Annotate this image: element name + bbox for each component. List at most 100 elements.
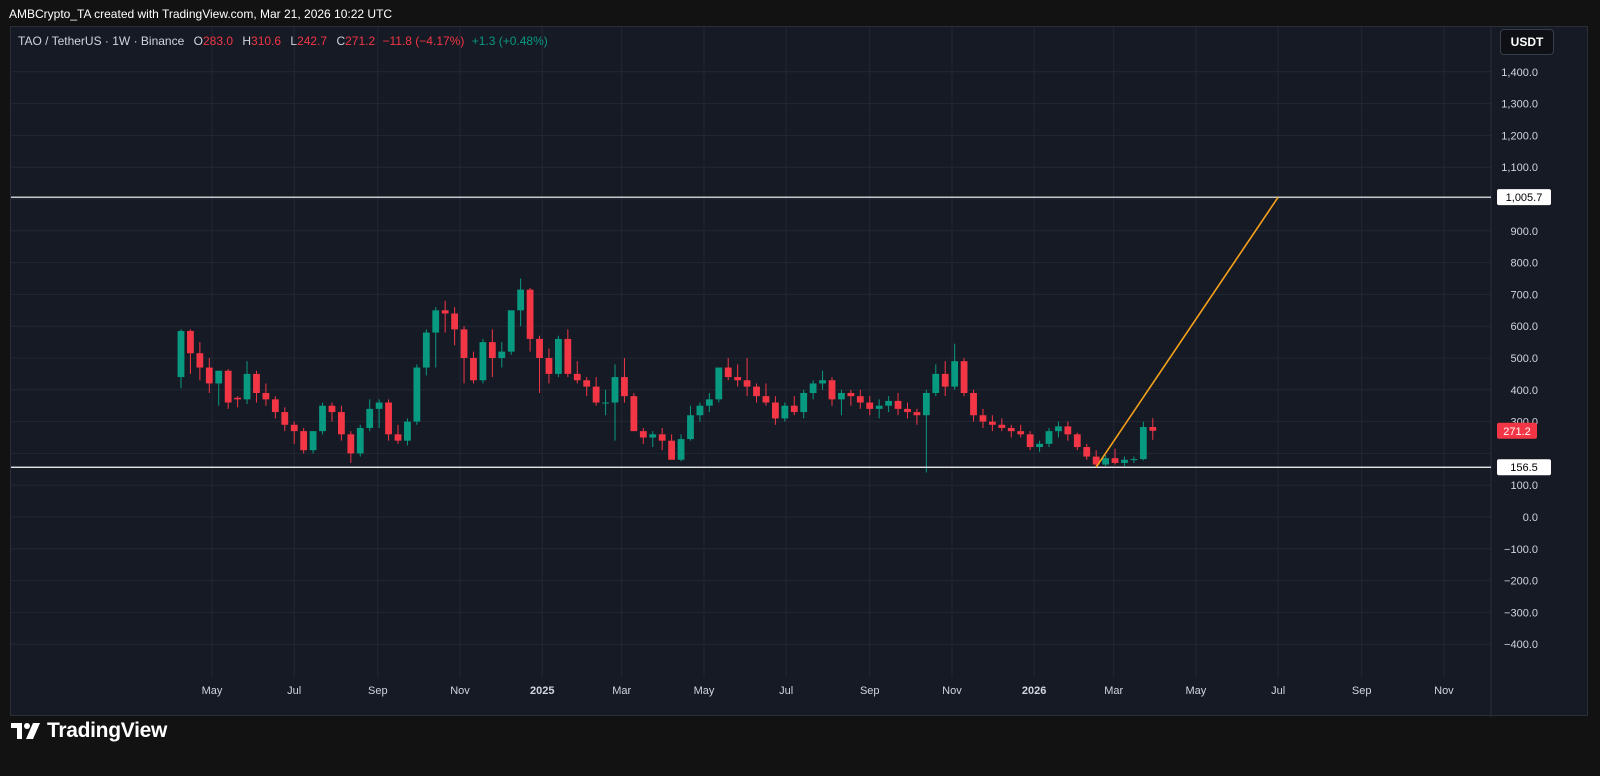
candle-body (309, 431, 317, 451)
candle-body (904, 408, 911, 413)
high-label: H (242, 34, 252, 48)
candle-body (187, 330, 194, 354)
time-tick-label: Jul (1271, 685, 1285, 697)
candle-body (328, 405, 336, 413)
symbol-label[interactable]: TAO / TetherUS · 1W · Binance (18, 34, 185, 48)
candle-body (432, 310, 440, 333)
level-tag (1497, 189, 1551, 206)
candle-body (1064, 426, 1072, 435)
candle-body (960, 361, 968, 393)
candle-body (1111, 458, 1119, 463)
candle-body (649, 434, 657, 438)
candle-body (696, 405, 704, 416)
candle-body (1121, 459, 1128, 463)
candle-body (611, 377, 619, 403)
level-tag-label: 1,005.7 (1506, 192, 1543, 204)
candle-body (177, 330, 185, 378)
candle-body (687, 415, 694, 440)
horizontal-levels (11, 196, 1491, 468)
candle-body (998, 424, 1006, 428)
time-tick-label: May (202, 685, 223, 697)
price-tick-label: 500.0 (1510, 353, 1538, 365)
candle-body (337, 412, 345, 435)
price-tick-label: 0.0 (1523, 512, 1538, 524)
candle-body (385, 402, 392, 435)
chart-credit: AMBCrypto_TA created with TradingView.co… (9, 7, 393, 21)
price-chart[interactable]: 1,400.0 1,300.0 1,200.0 1,100.0 900.0 800.0 70… (11, 27, 1589, 717)
candle-body (734, 377, 742, 381)
candle-body (781, 405, 789, 419)
candle-body (554, 338, 562, 374)
candle-body (866, 402, 874, 409)
candle-body (347, 434, 355, 454)
price-tick-label: 1,400.0 (1501, 67, 1538, 79)
candle-body (375, 402, 383, 409)
candle-body (809, 383, 817, 393)
time-tick-label: 2026 (1022, 685, 1046, 697)
time-axis: May Jul Sep Nov 2025 Mar May Jul Sep Nov 2026 Mar Ma… (202, 685, 1455, 697)
candle-body (875, 405, 883, 409)
time-tick-label: Jul (779, 685, 793, 697)
time-tick-label: Mar (1104, 685, 1123, 697)
candle-body (1083, 447, 1091, 457)
close-value: 271.2 (345, 34, 376, 48)
candles (177, 278, 1157, 473)
tradingview-wordmark: TradingView (47, 719, 168, 742)
candle-body (564, 338, 572, 374)
candle-body (243, 373, 251, 400)
open-value: 283.0 (202, 34, 233, 48)
projection-line (1095, 196, 1279, 468)
candle-body (300, 431, 308, 451)
candle-body (771, 402, 779, 419)
candle-body (319, 405, 326, 432)
candle-body (573, 373, 581, 381)
time-tick-label: Nov (1434, 685, 1454, 697)
tradingview-logo[interactable]: TradingView (11, 719, 167, 743)
last-price-label: 271.2 (1503, 426, 1531, 438)
candle-body (885, 400, 893, 406)
candle-body (253, 373, 260, 393)
candle-body (894, 400, 902, 409)
projection-trendline (1095, 196, 1279, 468)
candle-body (1036, 443, 1043, 448)
open-label: O (193, 34, 203, 48)
change-value: −11.8 (−4.17%) (382, 34, 465, 48)
price-tick-label: 1,200.0 (1501, 130, 1538, 142)
candle-body (621, 377, 628, 397)
time-tick-label: Mar (612, 685, 631, 697)
candle-body (913, 412, 921, 416)
candle-body (196, 353, 204, 368)
candle-body (988, 421, 996, 425)
time-tick-label: Sep (860, 685, 880, 697)
candle-body (724, 367, 732, 378)
candle-body (856, 396, 864, 403)
high-value: 310.6 (251, 34, 282, 48)
candle-body (224, 370, 232, 403)
candle-body (819, 380, 826, 384)
candle-body (932, 373, 940, 393)
candle-body (790, 405, 798, 413)
level-tag (1497, 459, 1551, 476)
candle-body (639, 431, 647, 438)
time-tick-label: May (694, 685, 715, 697)
candle-body (451, 313, 459, 330)
price-tick-label: 400.0 (1510, 385, 1538, 397)
candle-body (1045, 431, 1053, 444)
candle-body (441, 310, 449, 314)
candle-body (507, 310, 515, 352)
candle-body (668, 440, 676, 460)
candle-body (1055, 426, 1062, 432)
candle-body (1149, 427, 1157, 431)
candle-body (479, 342, 487, 381)
candle-body (753, 386, 760, 397)
currency-button[interactable]: USDT (1500, 29, 1554, 55)
price-tags: 1,005.7 156.5 271.2 (1497, 189, 1551, 476)
tradingview-logo-icon (11, 723, 40, 739)
candle-body (592, 386, 600, 403)
price-tick-label: −400.0 (1504, 639, 1538, 651)
candle-body (583, 380, 591, 387)
candle-body (517, 289, 525, 311)
candle-body (271, 399, 279, 413)
candle-body (356, 427, 364, 454)
candle-body (941, 373, 949, 387)
